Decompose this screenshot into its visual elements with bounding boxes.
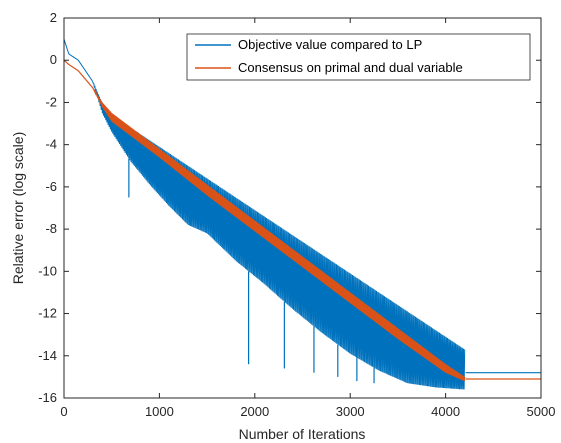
y-tick-label: -10 [38, 263, 57, 278]
y-tick-label: -14 [38, 348, 57, 363]
y-tick-label: -16 [38, 390, 57, 405]
series-line-consensus [63, 59, 466, 381]
plot-area [64, 18, 541, 398]
y-tick-label: -8 [45, 221, 57, 236]
y-tick-label: 0 [50, 52, 57, 67]
x-tick-label: 3000 [336, 404, 365, 419]
legend-label-consensus: Consensus on primal and dual variable [238, 60, 463, 75]
y-tick-label: -2 [45, 94, 57, 109]
x-tick-label: 1000 [145, 404, 174, 419]
x-tick-label: 0 [60, 404, 67, 419]
y-tick-label: -6 [45, 179, 57, 194]
plot-frame [63, 17, 542, 399]
x-axis-title: Number of Iterations [239, 426, 366, 442]
series-line-objective [63, 38, 466, 390]
y-tick-label: -12 [38, 306, 57, 321]
y-axis-title: Relative error (log scale) [10, 132, 26, 285]
legend-box [186, 33, 531, 81]
x-axis-ticks: 0 1000 2000 3000 4000 5000 [60, 18, 555, 419]
y-axis-ticks: 2 0 -2 -4 -6 -8 -10 -12 -14 -16 [38, 10, 541, 405]
y-tick-label: -4 [45, 137, 57, 152]
legend-label-objective: Objective value compared to LP [238, 37, 422, 52]
x-tick-label: 2000 [240, 404, 269, 419]
series-layer [63, 38, 541, 390]
y-tick-label: 2 [50, 10, 57, 25]
x-tick-label: 5000 [527, 404, 556, 419]
x-tick-label: 4000 [431, 404, 460, 419]
legend: Objective value compared to LP Consensus… [186, 33, 531, 81]
